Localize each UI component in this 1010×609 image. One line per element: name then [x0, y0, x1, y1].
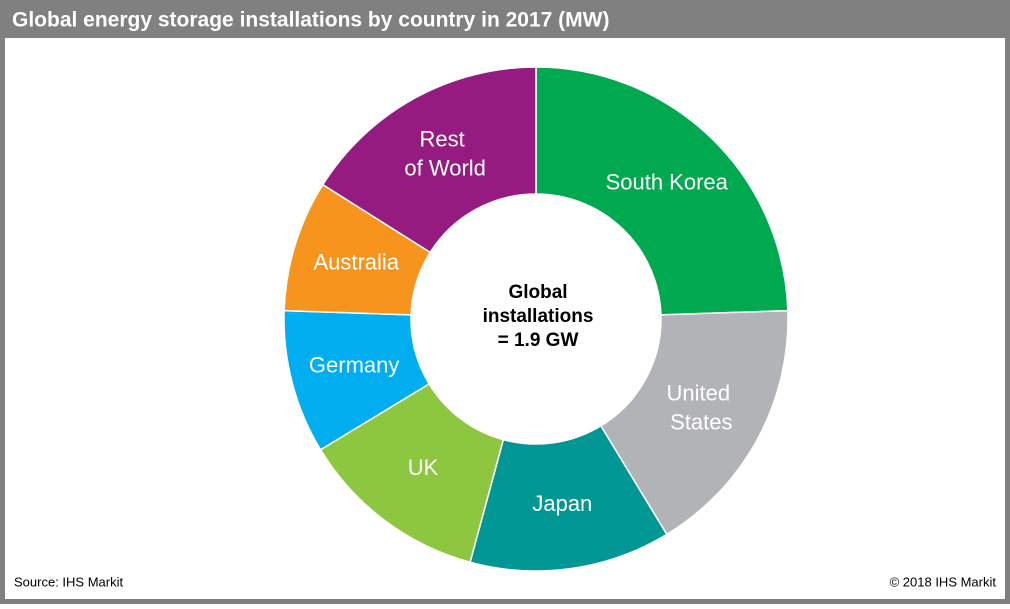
donut-slice	[321, 66, 537, 254]
center-label: installations	[483, 306, 594, 327]
donut-slice	[469, 424, 668, 572]
copyright: © 2018 IHS Markit	[890, 574, 997, 589]
slice-label: UK	[408, 455, 439, 480]
chart-title: Global energy storage installations by c…	[12, 9, 609, 32]
center-label: Global	[508, 282, 567, 303]
center-label: = 1.9 GW	[498, 330, 579, 351]
slice-label: Japan	[532, 491, 592, 516]
slice-label: South Korea	[606, 170, 729, 195]
donut-slice	[599, 309, 789, 536]
slice-label: United States	[666, 380, 736, 434]
slice-label: Rest of World	[404, 126, 486, 180]
source: Source: IHS Markit	[14, 574, 123, 589]
slice-label: Australia	[313, 250, 399, 275]
donut-slice	[535, 66, 789, 316]
slice-label: Germany	[309, 352, 399, 377]
